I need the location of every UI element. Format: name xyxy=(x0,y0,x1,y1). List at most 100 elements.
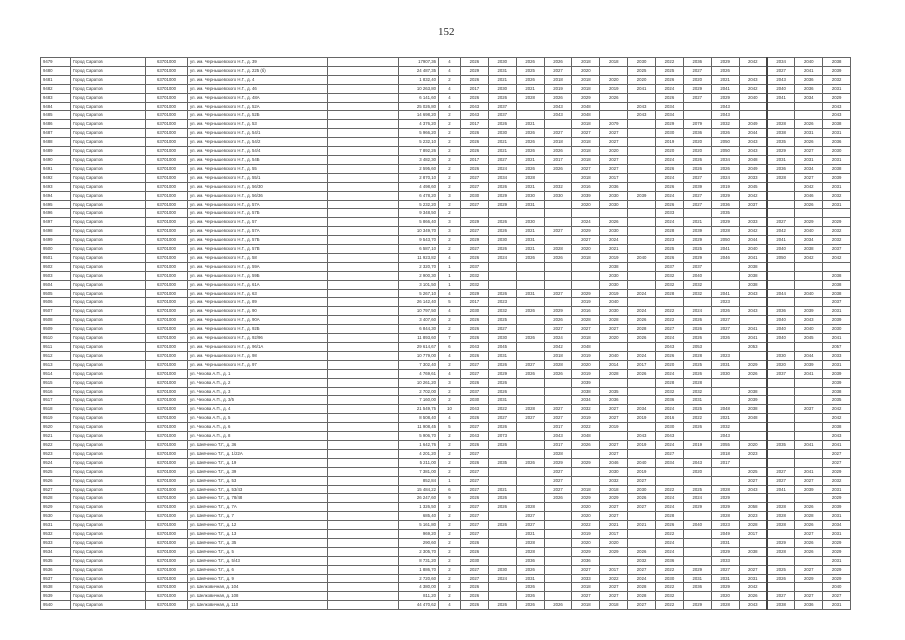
year-cell xyxy=(794,582,824,593)
year-cell: 2031 xyxy=(822,600,852,611)
year-cell: 2029 xyxy=(487,190,517,201)
year-cell: 2025 xyxy=(682,484,712,495)
year-cell xyxy=(627,261,657,272)
year-cell xyxy=(515,324,545,335)
municipality-cell: Город Саратов xyxy=(70,297,146,308)
oktmo-code-cell: 63701000 xyxy=(145,502,188,513)
year-cell: 2021 xyxy=(515,119,545,130)
year-cell xyxy=(765,457,796,468)
year-cell: 2029 xyxy=(710,217,740,228)
year-cell: 2024 xyxy=(655,502,684,513)
count-cell: 2 xyxy=(438,324,461,335)
year-cell: 2026 xyxy=(655,350,684,361)
year-cell: 2025 xyxy=(655,244,684,254)
note-cell xyxy=(327,315,399,326)
year-cell xyxy=(515,208,545,219)
row-number-cell: 9536 xyxy=(40,564,71,575)
year-cell: 2040 xyxy=(765,244,796,254)
municipality-cell: Город Саратов xyxy=(70,520,146,531)
row-number-cell: 9511 xyxy=(40,342,71,352)
count-cell: 2 xyxy=(438,529,461,539)
year-cell: 2027 xyxy=(738,564,768,575)
year-cell xyxy=(627,511,657,522)
year-cell: 2028 xyxy=(710,600,740,611)
municipality-cell: Город Саратов xyxy=(70,252,146,263)
year-cell: 2043 xyxy=(822,101,852,112)
year-cell: 2041 xyxy=(794,466,824,477)
year-cell: 2028 xyxy=(599,368,629,379)
oktmo-code-cell: 63701000 xyxy=(145,395,188,406)
year-cell xyxy=(571,270,601,281)
year-cell: 2031 xyxy=(822,359,852,370)
year-cell: 2029 xyxy=(487,199,517,210)
year-cell: 2024 xyxy=(655,537,684,548)
year-cell: 2027 xyxy=(822,457,852,468)
year-cell: 2028 xyxy=(515,502,545,513)
note-cell xyxy=(327,154,399,165)
year-cell: 2028 xyxy=(794,511,824,522)
year-cell: 2030 xyxy=(515,190,545,201)
year-cell xyxy=(599,101,629,112)
year-cell: 2037 xyxy=(822,244,852,254)
year-cell: 2036 xyxy=(682,128,712,139)
year-cell: 2038 xyxy=(738,261,768,272)
year-cell: 2032 xyxy=(460,279,489,290)
year-cell: 2029 xyxy=(710,582,740,593)
year-cell: 2016 xyxy=(571,306,601,317)
year-cell: 2028 xyxy=(515,404,545,415)
year-cell: 2036 xyxy=(571,555,601,566)
year-cell: 2027 xyxy=(765,466,796,477)
year-cell xyxy=(822,208,852,219)
year-cell xyxy=(765,190,796,201)
oktmo-code-cell: 63701000 xyxy=(145,137,188,148)
year-cell: 2048 xyxy=(571,431,601,441)
area-cell: 9 348,50 xyxy=(398,208,439,219)
year-cell xyxy=(794,493,824,504)
year-cell: 2028 xyxy=(515,172,545,183)
year-cell: 2027 xyxy=(599,413,629,424)
year-cell: 2014 xyxy=(599,359,629,370)
count-cell: 4 xyxy=(438,350,461,361)
year-cell xyxy=(682,529,712,539)
note-cell xyxy=(327,288,399,299)
year-cell xyxy=(543,555,573,566)
count-cell: 2 xyxy=(438,119,461,130)
oktmo-code-cell: 63701000 xyxy=(145,163,188,174)
year-cell xyxy=(627,395,657,406)
row-number-cell: 9508 xyxy=(40,315,71,326)
row-number-cell: 9529 xyxy=(40,502,71,513)
year-cell: 2024 xyxy=(655,404,684,415)
year-cell: 2029 xyxy=(655,119,684,130)
year-cell: 2020 xyxy=(571,511,601,522)
year-cell: 2041 xyxy=(794,368,824,379)
year-cell: 2029 xyxy=(682,252,712,263)
count-cell: 2 xyxy=(438,395,461,406)
note-cell xyxy=(327,252,399,263)
area-cell: 5 966,20 xyxy=(398,128,439,139)
address-cell: ул. им. Чернышевского Н.Г., д. 56/30 xyxy=(187,181,328,192)
year-cell: 2043 xyxy=(460,101,489,112)
municipality-cell: Город Саратов xyxy=(70,350,146,361)
year-cell: 2042 xyxy=(738,226,768,237)
year-cell: 2035 xyxy=(822,395,852,406)
oktmo-code-cell: 63701000 xyxy=(145,190,188,201)
year-cell: 2026 xyxy=(655,74,684,85)
year-cell xyxy=(627,128,657,139)
oktmo-code-cell: 63701000 xyxy=(145,252,188,263)
year-cell: 2041 xyxy=(627,83,657,94)
year-cell xyxy=(765,529,796,539)
table-row: 9503 Город Саратов 63701000 ул. им. Черныше… xyxy=(40,270,852,281)
year-cell: 2026 xyxy=(515,306,545,317)
housing-schedule-table: 9479 Город Саратов 63701000 ул. им. Черныше… xyxy=(40,57,852,611)
year-cell xyxy=(627,208,657,219)
year-cell xyxy=(543,573,573,584)
year-cell: 2038 xyxy=(738,546,768,557)
year-cell xyxy=(794,377,824,388)
year-cell xyxy=(738,422,768,433)
year-cell xyxy=(627,279,657,290)
year-cell: 2038 xyxy=(822,279,852,290)
oktmo-code-cell: 63701000 xyxy=(145,270,188,281)
year-cell: 2026 xyxy=(460,146,489,156)
year-cell: 2026 xyxy=(599,217,629,228)
count-cell: 2 xyxy=(438,163,461,174)
